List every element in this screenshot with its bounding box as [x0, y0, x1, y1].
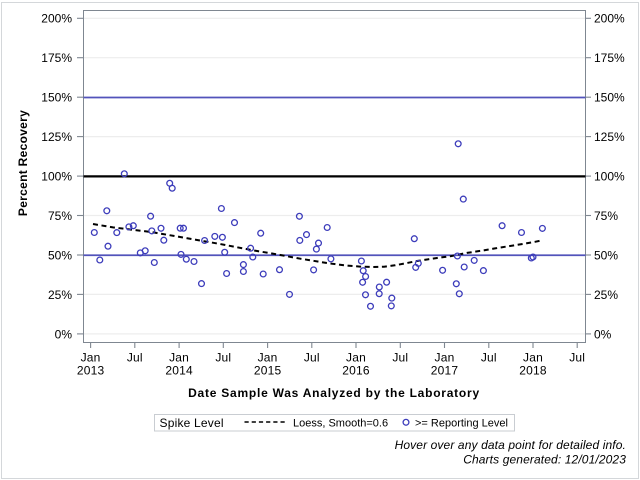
svg-text:Date Sample Was Analyzed by th: Date Sample Was Analyzed by the Laborato…	[188, 386, 480, 400]
svg-text:Jul: Jul	[215, 351, 231, 365]
svg-text:125%: 125%	[594, 130, 625, 144]
svg-text:Jan: Jan	[169, 351, 189, 365]
svg-text:25%: 25%	[48, 288, 72, 302]
svg-text:2015: 2015	[254, 364, 282, 378]
svg-text:Jul: Jul	[481, 351, 497, 365]
svg-text:150%: 150%	[41, 91, 72, 105]
svg-text:0%: 0%	[55, 327, 73, 341]
svg-text:Spike Level: Spike Level	[160, 416, 224, 430]
svg-text:2016: 2016	[342, 364, 370, 378]
svg-text:175%: 175%	[594, 51, 625, 65]
svg-text:2017: 2017	[431, 364, 459, 378]
svg-text:Loess, Smooth=0.6: Loess, Smooth=0.6	[293, 417, 388, 429]
svg-text:>= Reporting Level: >= Reporting Level	[415, 417, 508, 429]
svg-text:200%: 200%	[594, 12, 625, 26]
svg-text:Jan: Jan	[258, 351, 278, 365]
svg-text:25%: 25%	[594, 288, 618, 302]
svg-text:100%: 100%	[594, 170, 625, 184]
svg-text:2018: 2018	[519, 364, 547, 378]
svg-text:0%: 0%	[594, 327, 612, 341]
svg-text:2013: 2013	[77, 364, 105, 378]
svg-text:Jul: Jul	[392, 351, 408, 365]
svg-text:100%: 100%	[41, 170, 72, 184]
svg-text:Jan: Jan	[81, 351, 101, 365]
svg-text:Jan: Jan	[435, 351, 455, 365]
svg-text:Charts generated: 12/01/2023: Charts generated: 12/01/2023	[463, 453, 626, 467]
svg-text:150%: 150%	[594, 91, 625, 105]
svg-text:Jan: Jan	[523, 351, 543, 365]
svg-text:75%: 75%	[594, 209, 618, 223]
svg-text:50%: 50%	[48, 248, 72, 262]
svg-text:Jul: Jul	[304, 351, 320, 365]
svg-text:125%: 125%	[41, 130, 72, 144]
svg-text:2014: 2014	[165, 364, 193, 378]
svg-text:Jul: Jul	[127, 351, 143, 365]
svg-text:Percent Recovery: Percent Recovery	[16, 110, 30, 216]
svg-text:175%: 175%	[41, 51, 72, 65]
svg-text:75%: 75%	[48, 209, 72, 223]
svg-text:Jan: Jan	[346, 351, 366, 365]
svg-text:Jul: Jul	[569, 351, 585, 365]
svg-text:Hover over any data point for: Hover over any data point for detailed i…	[395, 438, 626, 452]
svg-text:50%: 50%	[594, 248, 618, 262]
svg-text:200%: 200%	[41, 12, 72, 26]
